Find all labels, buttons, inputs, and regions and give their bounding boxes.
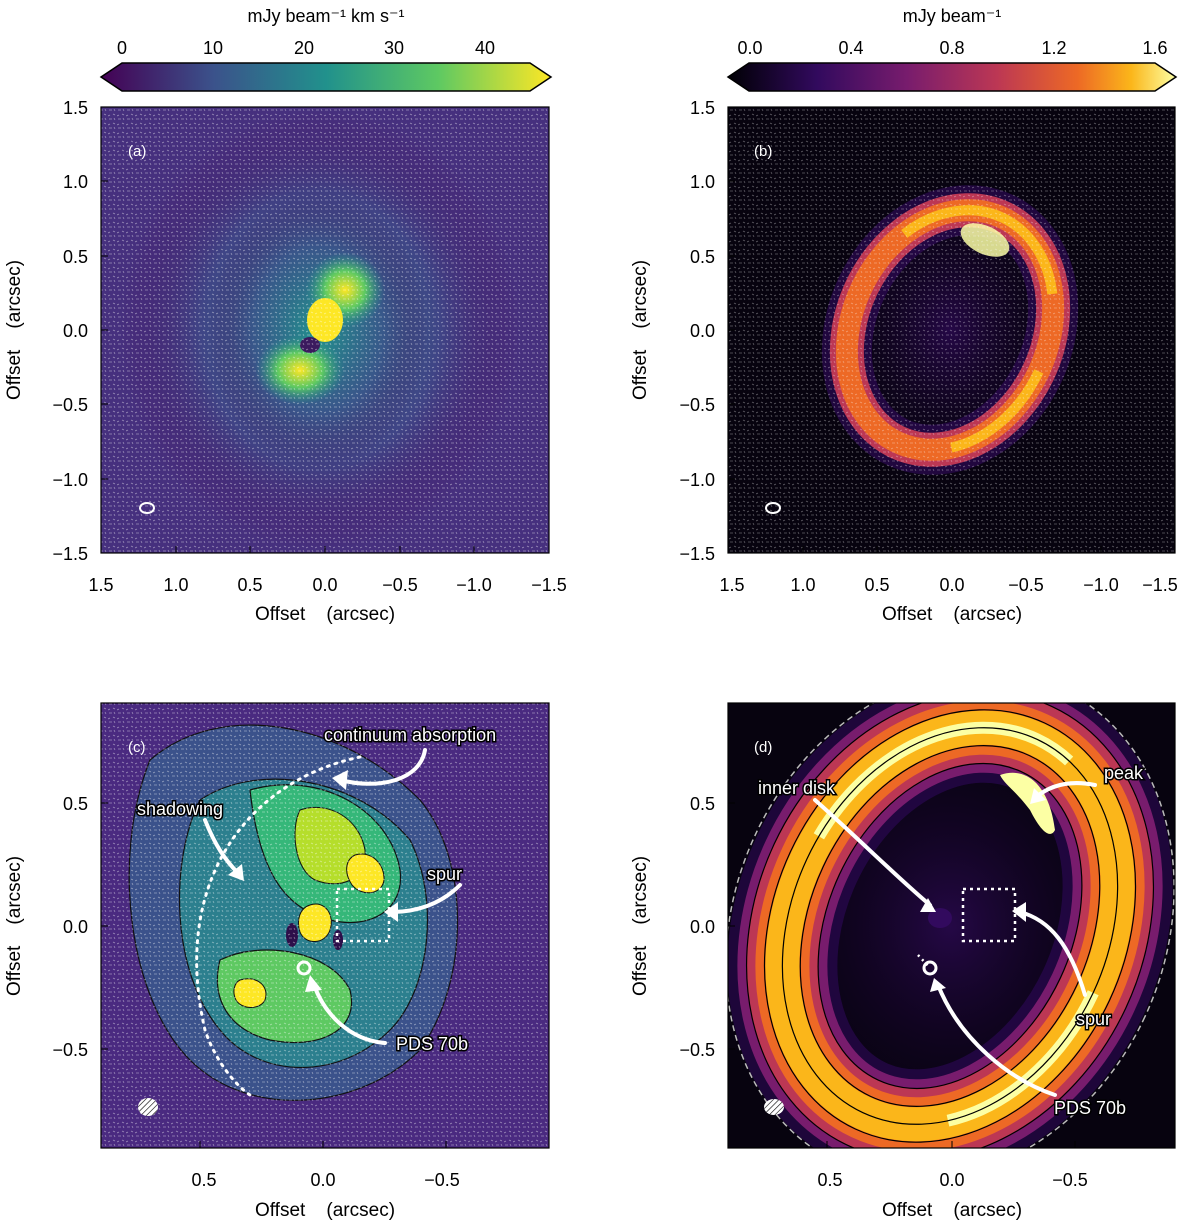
y-tick-a: −1.5 [52,544,88,564]
y-tick-a: −1.0 [52,470,88,490]
y-tick-c: −0.5 [52,1040,88,1060]
x-tick-a: 1.5 [88,575,113,595]
y-tick-b: 1.0 [690,172,715,192]
x-tick-c: 0.0 [310,1170,335,1190]
colorbar-a-tick: 20 [294,38,314,58]
colorbar-a-tick: 40 [475,38,495,58]
x-tick-b: −1.0 [1083,575,1119,595]
anno-inner-disk: inner disk [758,778,836,798]
y-tick-a: 0.5 [63,247,88,267]
y-tick-b: 0.5 [690,247,715,267]
image-d: inner disk peak spur PDS 70b [728,703,1175,1148]
shadow-arc-c [195,755,362,1097]
x-tick-b: −0.5 [1008,575,1044,595]
arrow-planet-d [936,983,1057,1097]
image-b [728,107,1175,553]
x-tick-b: 1.0 [790,575,815,595]
x-tick-a: −1.0 [456,575,492,595]
x-tick-d: 0.5 [817,1170,842,1190]
anno-planet-c: PDS 70b [396,1034,468,1054]
colorbar-b-unit: mJy beam⁻¹ [903,6,1002,26]
anno-spur-c: spur [427,864,462,884]
x-tick-a: 1.0 [163,575,188,595]
x-tick-d: −0.5 [1052,1170,1088,1190]
colorbar-b-tick: 1.2 [1041,38,1066,58]
y-tick-c: 0.5 [63,794,88,814]
arrow-continuum-c [338,748,427,786]
colorbar-b-tick: 0.0 [737,38,762,58]
y-tick-b: 1.5 [690,98,715,118]
x-tick-b: 0.5 [864,575,889,595]
x-tick-d: 0.0 [939,1170,964,1190]
arrow-spur-d [1018,910,1087,997]
colorbar-a-tick: 10 [203,38,223,58]
arrow-spur-c [390,883,462,914]
x-axis-label-a: Offset (arcsec) [255,604,395,625]
spur-box-d [961,887,1017,943]
x-tick-b: 0.0 [939,575,964,595]
y-tick-d: −0.5 [679,1040,715,1060]
x-axis-label-d: Offset (arcsec) [882,1200,1022,1221]
x-tick-c: 0.5 [191,1170,216,1190]
x-tick-c: −0.5 [424,1170,460,1190]
y-tick-a: 1.5 [63,98,88,118]
y-tick-b: 0.0 [690,321,715,341]
y-tick-b: −1.0 [679,470,715,490]
anno-shadowing: shadowing [137,799,223,819]
panel-a: mJy beam⁻¹ km s⁻¹ 0 10 20 30 40 (a) 1.5 … [4,6,567,625]
x-axis-label-b: Offset (arcsec) [882,604,1022,625]
y-tick-c: 0.0 [63,917,88,937]
panel-b-label: (b) [754,143,772,160]
colorbar-b-tick: 0.4 [838,38,863,58]
anno-spur-d: spur [1076,1009,1111,1029]
y-axis-label-d: Offset (arcsec) [630,856,651,996]
anno-continuum-absorption: continuum absorption [324,725,496,745]
image-a [101,107,549,553]
panel-d: inner disk peak spur PDS 70b (d) 0.5 0.0… [630,702,1176,1221]
image-c: continuum absorption shadowing spur PDS … [101,703,549,1148]
beam-ellipse-a [139,502,155,514]
y-axis-label-b: Offset (arcsec) [630,260,651,400]
colorbar-b: mJy beam⁻¹ 0.0 0.4 0.8 1.2 1.6 [726,6,1178,92]
panel-c-label: (c) [128,739,146,756]
colorbar-b-tick: 1.6 [1142,38,1167,58]
y-tick-d: 0.0 [690,917,715,937]
beam-ellipse-b [765,502,781,514]
anno-peak: peak [1104,763,1144,783]
planet-marker-c [296,960,312,976]
colorbar-a-unit: mJy beam⁻¹ km s⁻¹ [247,6,404,26]
panel-d-label: (d) [754,739,772,756]
y-tick-d: 0.5 [690,794,715,814]
panel-a-label: (a) [128,143,146,160]
colorbar-b-tick: 0.8 [939,38,964,58]
colorbar-a-tick: 0 [117,38,127,58]
y-tick-b: −1.5 [679,544,715,564]
y-tick-a: −0.5 [52,395,88,415]
arrow-inner-disk-d [813,798,932,907]
x-tick-a: 0.0 [312,575,337,595]
arrow-planet-c [312,983,387,1045]
anno-planet-d: PDS 70b [1054,1098,1126,1118]
planet-marker-d [922,960,938,976]
x-axis-label-c: Offset (arcsec) [255,1200,395,1221]
panel-b: mJy beam⁻¹ 0.0 0.4 0.8 1.2 1.6 (b) [630,6,1178,625]
x-tick-b: −1.5 [1142,575,1178,595]
x-tick-b: 1.5 [719,575,744,595]
y-tick-a: 1.0 [63,172,88,192]
y-tick-b: −0.5 [679,395,715,415]
y-tick-a: 0.0 [63,321,88,341]
colorbar-a-tick: 30 [384,38,404,58]
x-tick-a: 0.5 [237,575,262,595]
y-axis-label-c: Offset (arcsec) [4,856,25,996]
y-axis-label-a: Offset (arcsec) [4,260,25,400]
panel-c: continuum absorption shadowing spur PDS … [4,702,550,1221]
x-tick-a: −1.5 [531,575,567,595]
x-tick-a: −0.5 [382,575,418,595]
colorbar-a: mJy beam⁻¹ km s⁻¹ 0 10 20 30 40 [99,6,553,92]
